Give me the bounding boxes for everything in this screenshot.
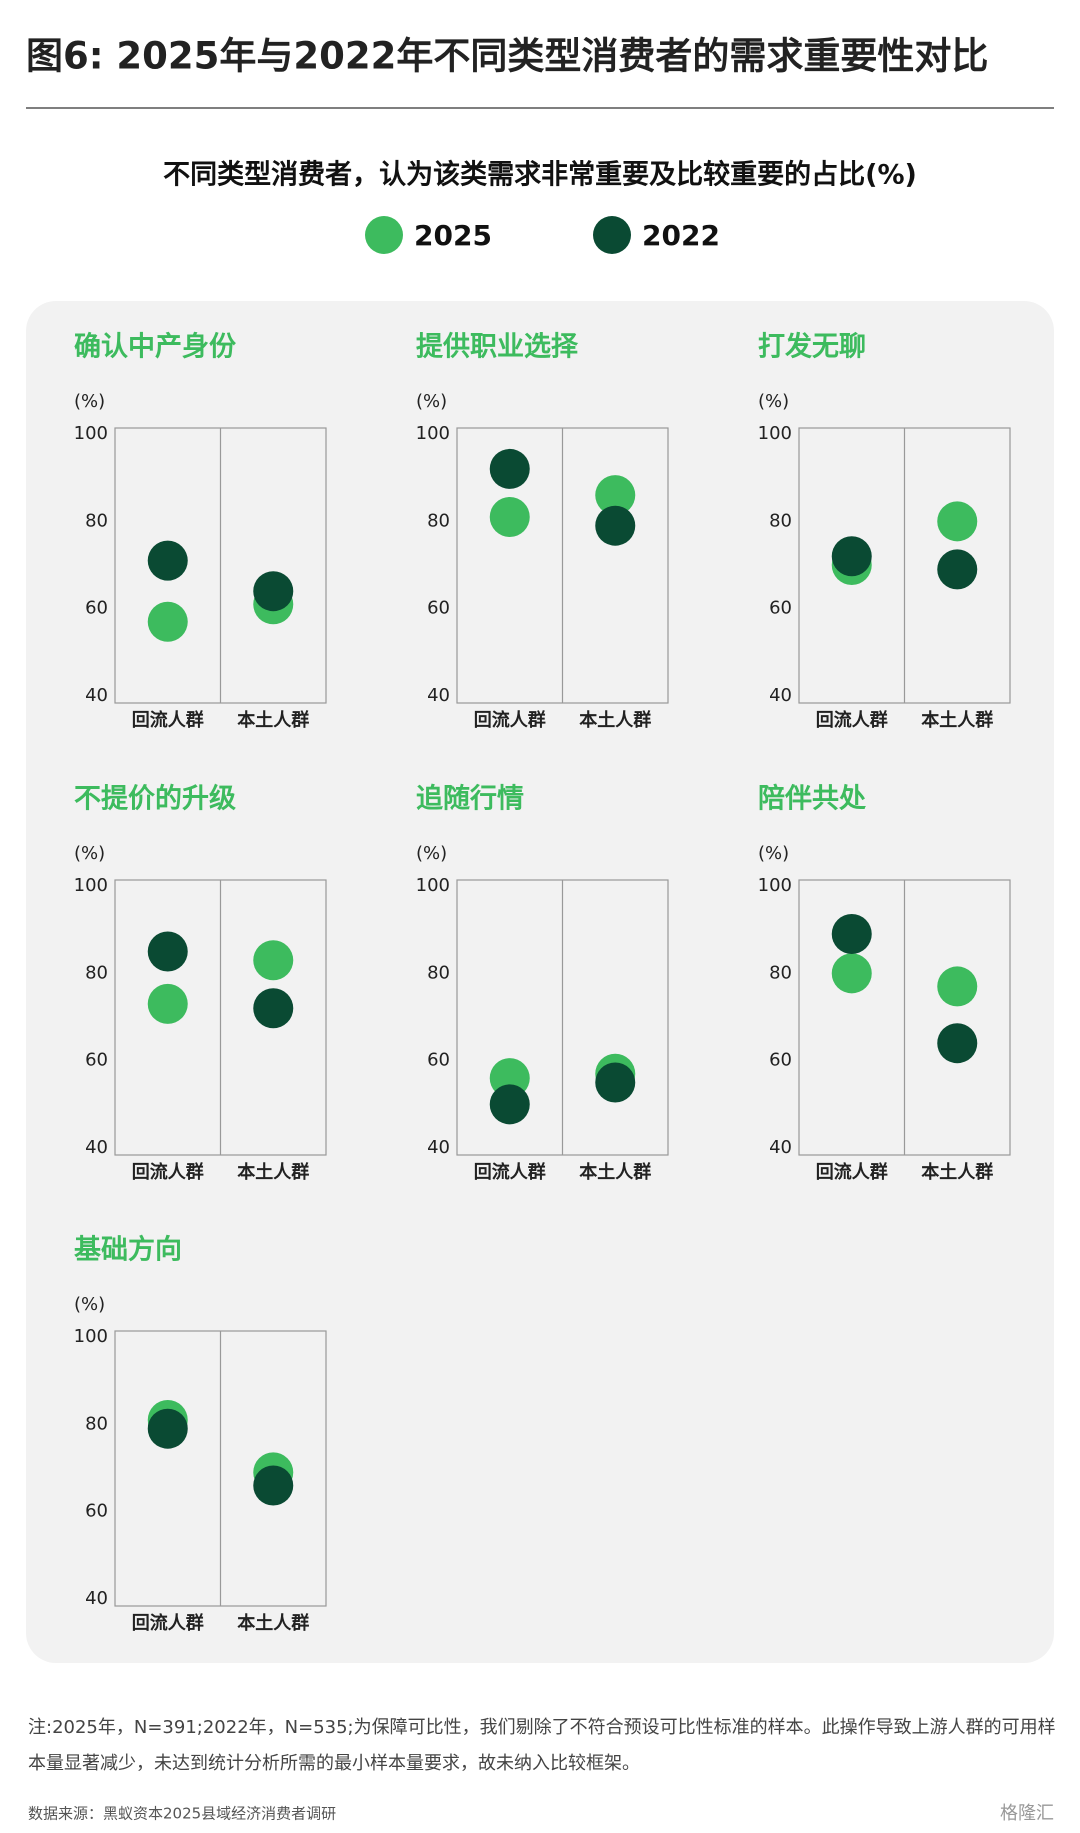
dot	[831, 536, 872, 577]
legend-label: 2025	[414, 219, 492, 252]
dot	[253, 988, 294, 1029]
y-tick-label: 80	[769, 962, 792, 983]
chart-title: 确认中产身份	[74, 331, 236, 363]
x-tick-label: 本土人群	[921, 1161, 993, 1183]
y-tick-label: 60	[85, 598, 108, 619]
dot	[253, 1465, 294, 1506]
x-tick-label: 回流人群	[816, 1161, 888, 1183]
dot	[147, 1408, 188, 1449]
y-axis-label: (%)	[758, 391, 789, 412]
chart-title: 提供职业选择	[416, 332, 579, 363]
y-tick-label: 80	[427, 962, 450, 983]
y-tick-label: 40	[85, 1137, 108, 1158]
y-tick-label: 80	[427, 510, 450, 531]
dot	[595, 475, 636, 516]
y-tick-label: 100	[74, 1326, 108, 1347]
dot	[147, 931, 188, 972]
dot	[831, 953, 872, 994]
x-tick-label: 本土人群	[237, 1612, 309, 1634]
y-tick-label: 100	[758, 875, 792, 896]
chart-title: 基础方向	[74, 1234, 182, 1266]
x-tick-label: 回流人群	[132, 1612, 204, 1634]
y-tick-label: 100	[758, 423, 792, 444]
y-axis-label: (%)	[758, 843, 789, 864]
dot	[937, 501, 978, 542]
y-tick-label: 100	[416, 423, 450, 444]
y-tick-label: 100	[74, 423, 108, 444]
watermark: 格隆汇	[1000, 1803, 1054, 1824]
figure-title: 图6: 2025年与2022年不同类型消费者的需求重要性对比	[26, 35, 988, 78]
dot	[253, 571, 294, 612]
x-tick-label: 本土人群	[579, 709, 651, 731]
panel	[26, 301, 1054, 1663]
dot	[595, 505, 636, 546]
dot	[937, 549, 978, 590]
x-tick-label: 回流人群	[474, 709, 546, 731]
y-tick-label: 60	[85, 1501, 108, 1522]
y-tick-label: 80	[85, 510, 108, 531]
y-tick-label: 40	[769, 685, 792, 706]
dot	[831, 914, 872, 955]
y-tick-label: 40	[769, 1137, 792, 1158]
y-tick-label: 60	[769, 598, 792, 619]
y-axis-label: (%)	[416, 843, 447, 864]
subtitle: 不同类型消费者，认为该类需求非常重要及比较重要的占比(%)	[163, 159, 917, 191]
dot	[147, 540, 188, 581]
x-tick-label: 本土人群	[237, 709, 309, 731]
x-tick-label: 本土人群	[237, 1161, 309, 1183]
y-tick-label: 60	[427, 1050, 450, 1071]
dot	[489, 1084, 530, 1125]
y-tick-label: 80	[85, 1413, 108, 1434]
y-tick-label: 40	[85, 685, 108, 706]
dot	[489, 448, 530, 489]
y-tick-label: 60	[85, 1050, 108, 1071]
dot	[937, 966, 978, 1007]
legend-swatch	[365, 216, 403, 254]
chart-title: 追随行情	[416, 783, 524, 815]
dot	[253, 940, 294, 981]
dot	[595, 1062, 636, 1103]
legend-swatch	[593, 216, 631, 254]
y-axis-label: (%)	[416, 391, 447, 412]
y-tick-label: 40	[85, 1588, 108, 1609]
y-tick-label: 100	[74, 875, 108, 896]
x-tick-label: 回流人群	[132, 1161, 204, 1183]
x-tick-label: 本土人群	[579, 1161, 651, 1183]
chart-title: 陪伴共处	[758, 783, 866, 815]
source: 数据来源：黑蚁资本2025县域经济消费者调研	[28, 1805, 336, 1823]
y-axis-label: (%)	[74, 391, 105, 412]
y-axis-label: (%)	[74, 1294, 105, 1315]
x-tick-label: 回流人群	[816, 709, 888, 731]
chart-title: 不提价的升级	[74, 783, 236, 815]
dot	[147, 601, 188, 642]
chart-title: 打发无聊	[758, 331, 866, 363]
y-tick-label: 60	[769, 1050, 792, 1071]
x-tick-label: 回流人群	[132, 709, 204, 731]
y-tick-label: 40	[427, 1137, 450, 1158]
dot	[937, 1023, 978, 1064]
y-tick-label: 80	[769, 510, 792, 531]
legend-label: 2022	[642, 219, 720, 252]
y-axis-label: (%)	[74, 843, 105, 864]
y-tick-label: 80	[85, 962, 108, 983]
footnote: 注:2025年，N=391;2022年，N=535;为保障可比性，我们剔除了不符…	[28, 1717, 1056, 1774]
x-tick-label: 回流人群	[474, 1161, 546, 1183]
y-tick-label: 40	[427, 685, 450, 706]
dot	[489, 496, 530, 537]
dot	[147, 983, 188, 1024]
y-tick-label: 100	[416, 875, 450, 896]
y-tick-label: 60	[427, 598, 450, 619]
x-tick-label: 本土人群	[921, 709, 993, 731]
